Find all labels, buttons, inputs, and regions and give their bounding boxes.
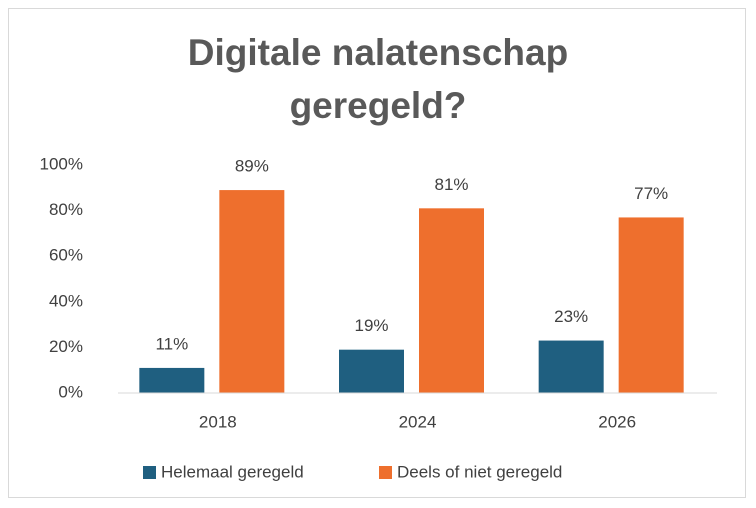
- y-tick-label: 100%: [40, 154, 83, 173]
- bar: [618, 217, 684, 393]
- data-label: 81%: [434, 175, 468, 194]
- data-label: 77%: [634, 184, 668, 203]
- chart-border: [8, 8, 746, 498]
- data-label: 19%: [354, 316, 388, 335]
- y-tick-label: 80%: [49, 200, 83, 219]
- x-tick-label: 2024: [399, 412, 437, 431]
- chart-title: Digitale nalatenschap geregeld?: [187, 32, 569, 126]
- bar: [219, 190, 285, 393]
- legend-swatch: [143, 466, 156, 479]
- legend-label: Deels of niet geregeld: [397, 462, 562, 481]
- x-tick-label: 2026: [598, 412, 636, 431]
- data-label: 89%: [235, 157, 269, 176]
- legend-label: Helemaal geregeld: [161, 462, 304, 481]
- x-tick-label: 2018: [199, 412, 237, 431]
- bar: [339, 349, 404, 393]
- y-tick-label: 20%: [49, 337, 83, 356]
- bar: [139, 367, 205, 393]
- bar: [538, 340, 604, 393]
- data-label: 11%: [155, 334, 188, 353]
- bar: [419, 208, 484, 393]
- y-tick-label: 60%: [49, 246, 83, 265]
- legend-swatch: [379, 466, 392, 479]
- data-label: 23%: [554, 307, 588, 326]
- y-tick-label: 0%: [58, 382, 83, 401]
- y-tick-label: 40%: [49, 291, 83, 310]
